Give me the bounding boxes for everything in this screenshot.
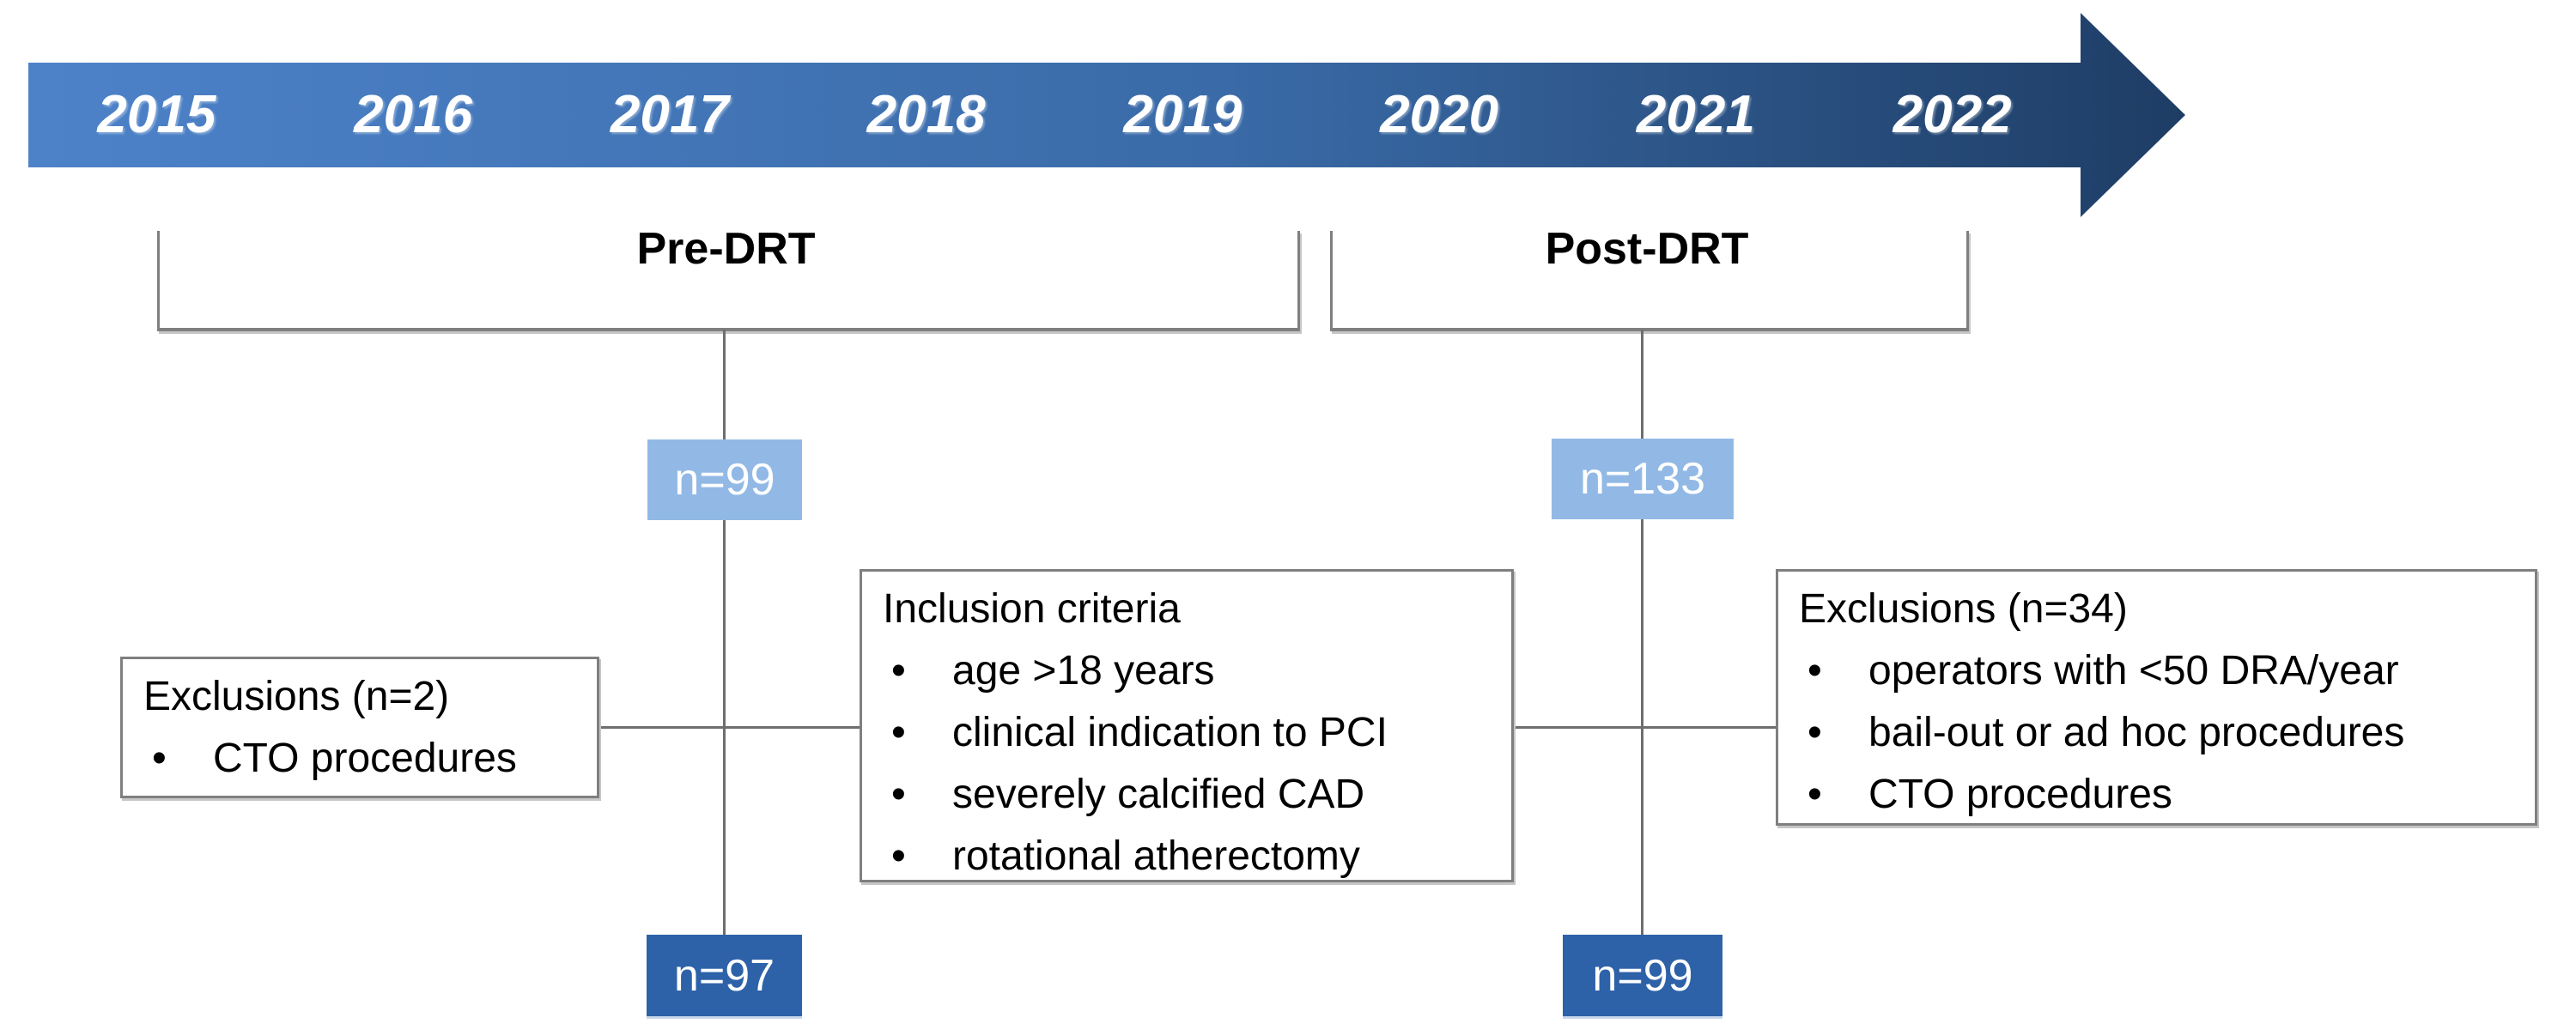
year-label: 2018 [866,84,986,144]
post-drt-bracket [1330,231,1969,331]
post-final-n-box: n=99 [1563,935,1722,1016]
post-exclusions-box: Exclusions (n=34) operators with <50 DRA… [1776,569,2537,826]
pre-exclusions-list: CTO procedures [123,728,597,790]
year-label: 2016 [354,84,473,144]
post-vertical-connector [1641,330,1643,935]
pre-drt-bracket [157,231,1300,331]
year-label: 2021 [1636,84,1755,144]
pre-exclusions-title: Exclusions (n=2) [143,674,450,719]
inclusion-criteria-title: Inclusion criteria [883,586,1181,632]
year-label: 2017 [610,84,729,144]
pre-initial-n-box: n=99 [647,439,802,520]
year-label: 2015 [97,84,216,144]
post-drt-label: Post-DRT [1545,224,1749,274]
post-exclusion-item: CTO procedures [1778,764,2535,826]
inclusion-criteria-item: clinical indication to PCI [862,702,1511,764]
post-exclusions-list: operators with <50 DRA/yearbail-out or a… [1778,640,2535,826]
pre-final-n-box: n=97 [647,935,802,1016]
inclusion-criteria-list: age >18 yearsclinical indication to PCIs… [862,640,1511,888]
year-label: 2020 [1380,84,1499,144]
pre-vertical-connector [723,330,726,935]
post-exclusion-item: bail-out or ad hoc procedures [1778,702,2535,764]
year-label: 2019 [1123,84,1242,144]
timeline-years: 2015 2016 2017 2018 2019 2020 2021 2022 [28,63,2081,166]
post-exclusion-item: operators with <50 DRA/year [1778,640,2535,702]
post-initial-n-box: n=133 [1552,439,1734,519]
post-exclusions-title: Exclusions (n=34) [1799,586,2128,632]
pre-exclusion-item: CTO procedures [123,728,597,790]
inclusion-criteria-item: age >18 years [862,640,1511,702]
year-label: 2022 [1893,84,2012,144]
pre-exclusions-box: Exclusions (n=2) CTO procedures [120,657,599,798]
inclusion-criteria-item: severely calcified CAD [862,764,1511,826]
right-horizontal-connector [1514,726,1776,729]
inclusion-criteria-item: rotational atherectomy [862,826,1511,888]
inclusion-criteria-box: Inclusion criteria age >18 yearsclinical… [860,569,1514,888]
left-horizontal-connector [599,726,860,729]
pre-drt-label: Pre-DRT [636,224,816,274]
